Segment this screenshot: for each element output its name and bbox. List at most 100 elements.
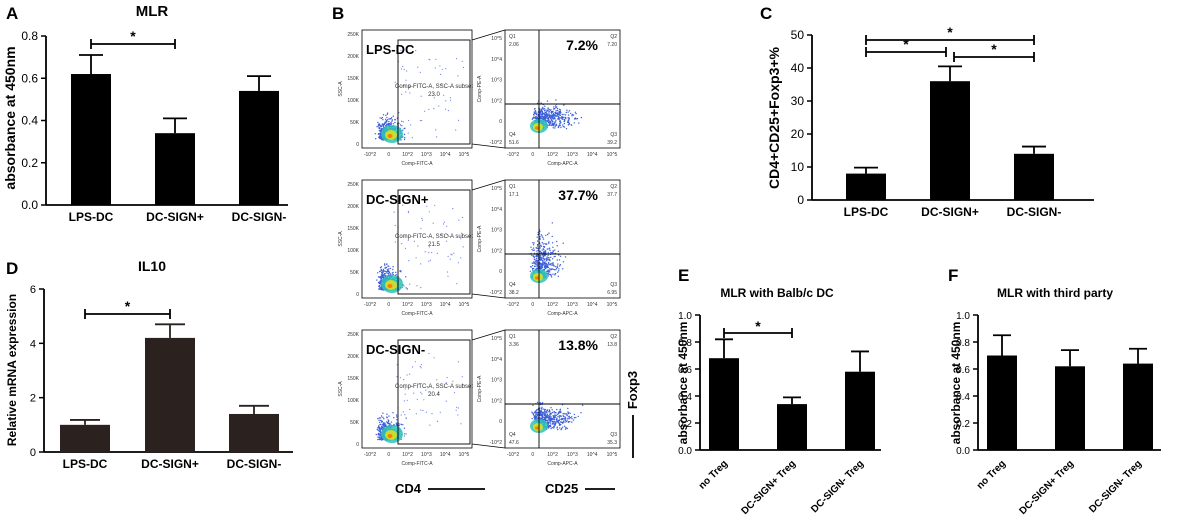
event-dot xyxy=(550,111,552,114)
event-dot xyxy=(551,262,553,265)
event-dot xyxy=(380,287,383,290)
event-dot xyxy=(536,117,538,120)
y-tick-label: 0.8 xyxy=(956,338,970,349)
event-dot xyxy=(442,223,444,225)
event-dot xyxy=(428,211,430,213)
event-dot xyxy=(436,252,438,254)
y-tick-label: 0 xyxy=(356,442,359,448)
event-dot xyxy=(409,92,411,94)
event-dot xyxy=(382,268,385,271)
event-dot xyxy=(376,279,378,281)
event-dot xyxy=(568,118,570,121)
event-dot xyxy=(378,288,380,290)
event-dot xyxy=(398,122,400,125)
event-dot xyxy=(557,250,560,252)
event-dot xyxy=(580,412,582,414)
event-dot xyxy=(557,412,560,414)
event-dot xyxy=(433,97,435,99)
flow-row: Comp-FITC-A, SSC-A subset 21.5 DC-SIGN+ 250… xyxy=(338,179,621,317)
y-tick-label: 0.0 xyxy=(956,446,970,457)
chart-title: MLR with Balb/c DC xyxy=(720,286,834,300)
event-dot xyxy=(421,119,423,122)
event-dot xyxy=(458,119,460,121)
event-dot xyxy=(461,232,463,234)
event-dot xyxy=(553,416,556,418)
flow-row: Comp-FITC-A, SSC-A subset 23.0 LPS-DC 250K 2… xyxy=(338,29,621,167)
quadrant-value: 47.6 xyxy=(509,440,519,446)
event-dot xyxy=(547,116,549,118)
event-dot xyxy=(398,423,400,425)
event-dot xyxy=(382,422,385,424)
event-dot xyxy=(386,268,388,271)
event-dot xyxy=(575,416,577,419)
y-tick-label: 0.4 xyxy=(956,392,970,403)
event-dot xyxy=(553,426,555,428)
y-tick-label: 10^4 xyxy=(491,57,502,63)
event-dot xyxy=(554,414,556,416)
event-dot xyxy=(446,240,448,242)
gate-connector xyxy=(471,443,506,449)
event-dot xyxy=(382,271,384,273)
event-dot xyxy=(545,243,547,245)
plot-frame-right xyxy=(504,179,621,299)
event-dot xyxy=(565,117,567,120)
event-dot xyxy=(391,119,394,121)
event-dot xyxy=(406,288,408,290)
event-dot xyxy=(377,436,379,438)
event-dot xyxy=(407,211,409,214)
event-dot xyxy=(554,411,557,414)
event-dot xyxy=(547,422,550,425)
event-dot xyxy=(558,270,560,272)
y-tick-label: 10^5 xyxy=(491,186,502,192)
event-dot xyxy=(543,268,546,271)
event-dot xyxy=(403,400,405,402)
event-dot xyxy=(555,110,557,112)
event-dot xyxy=(395,274,397,276)
event-dot xyxy=(546,233,549,236)
event-dot xyxy=(413,392,415,394)
event-dot xyxy=(544,119,546,121)
event-dot xyxy=(395,414,398,416)
event-dot xyxy=(532,265,534,267)
event-dot xyxy=(541,257,543,259)
event-dot xyxy=(539,263,542,265)
bar xyxy=(145,337,195,452)
event-dot xyxy=(377,121,379,124)
gate-rectangle xyxy=(397,339,471,445)
event-dot xyxy=(563,122,566,125)
event-dot xyxy=(413,240,416,242)
event-dot xyxy=(532,242,534,244)
event-dot xyxy=(549,249,551,251)
bar xyxy=(709,358,739,450)
event-dot xyxy=(562,242,564,244)
event-dot xyxy=(532,255,534,258)
event-dot xyxy=(544,251,546,253)
event-dot xyxy=(447,255,449,257)
event-dot xyxy=(550,256,552,258)
x-tick-label: 0 xyxy=(387,452,390,458)
event-dot xyxy=(378,437,381,439)
event-dot xyxy=(559,123,561,125)
event-dot xyxy=(406,70,408,72)
event-dot xyxy=(439,411,441,413)
event-dot xyxy=(418,383,420,385)
event-dot xyxy=(431,413,433,415)
event-dot xyxy=(398,112,400,114)
event-dot xyxy=(420,364,422,366)
q2-percent-highlight: 37.7% xyxy=(558,187,598,203)
event-dot xyxy=(553,108,555,110)
event-dot xyxy=(557,126,560,129)
quadrant-name: Q1 xyxy=(509,334,516,340)
x-tick-label: 10^5 xyxy=(459,452,470,458)
chart-title: MLR with third party xyxy=(997,286,1113,300)
event-dot xyxy=(539,413,542,415)
y-tick-label: 2 xyxy=(30,393,36,405)
event-dot xyxy=(560,111,562,114)
event-dot xyxy=(552,422,554,425)
event-dot xyxy=(554,127,556,129)
event-dot xyxy=(554,125,557,127)
event-dot xyxy=(553,418,556,420)
event-dot xyxy=(555,99,557,101)
event-dot xyxy=(388,122,390,125)
